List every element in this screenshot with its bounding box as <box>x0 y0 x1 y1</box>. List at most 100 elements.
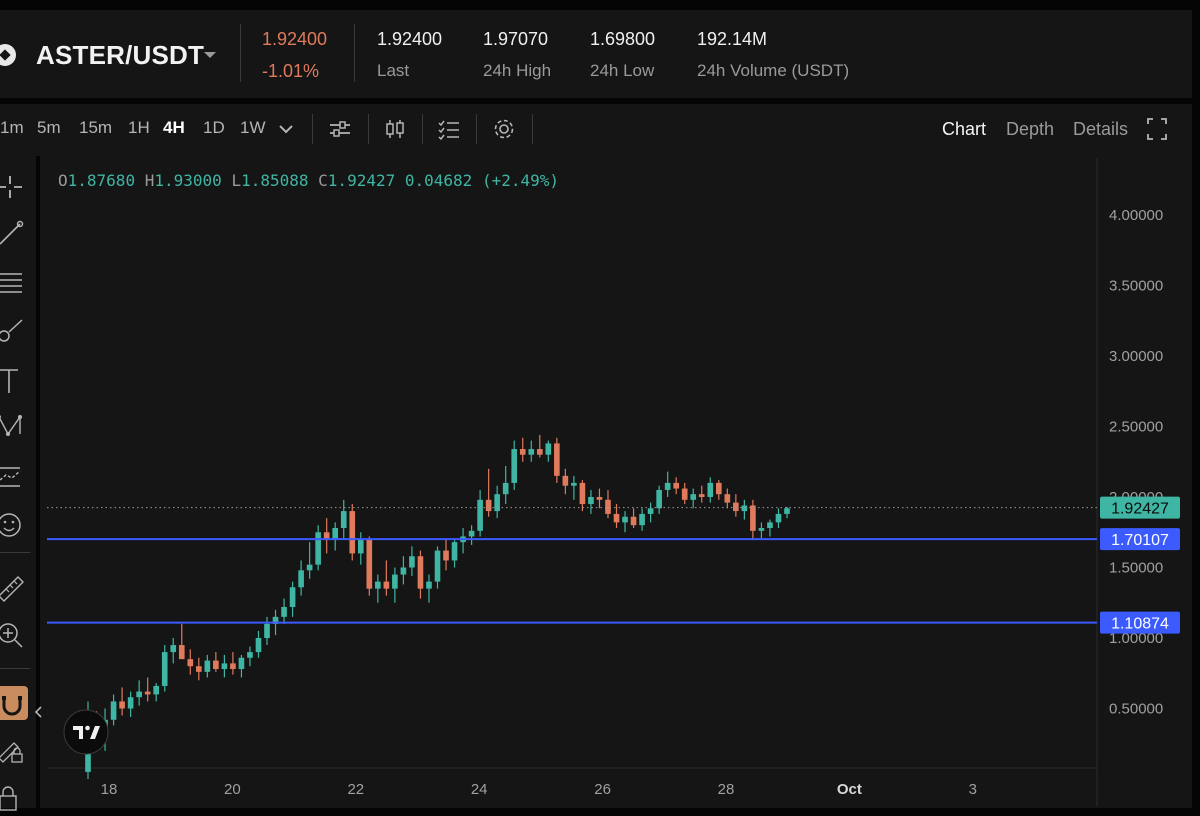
brush-icon[interactable] <box>0 316 26 346</box>
candle-body <box>468 530 475 537</box>
horizontal-line-tag-label: 1.10874 <box>1111 616 1169 633</box>
chart-panel[interactable] <box>40 156 1192 808</box>
candle-body <box>639 513 645 526</box>
timeframe-1d[interactable]: 1D <box>203 118 225 137</box>
candle-body <box>554 443 560 476</box>
candle-body <box>451 542 458 561</box>
timeframe-1h[interactable]: 1H <box>128 118 150 137</box>
ruler-icon[interactable] <box>0 572 26 602</box>
tab-chart[interactable]: Chart <box>942 119 987 139</box>
candle-body <box>332 528 339 540</box>
candle-body <box>477 499 483 531</box>
lock-icon[interactable] <box>0 786 26 816</box>
candle-body <box>144 691 151 695</box>
price-tick-label: 3.50000 <box>1109 278 1163 295</box>
toolbar-divider <box>476 114 477 144</box>
candle-body <box>502 482 509 495</box>
candle-body <box>161 652 168 686</box>
toolbar-divider <box>532 114 533 144</box>
ohlc-high: 1.93000 <box>154 171 222 190</box>
ohlc-low-label: L <box>231 171 242 190</box>
price-change: -1.01% <box>262 61 320 81</box>
ticker-header <box>0 10 1192 98</box>
candle-body <box>400 567 407 575</box>
fullscreen-icon[interactable] <box>1145 114 1169 144</box>
timeframe-5m[interactable]: 5m <box>37 118 61 137</box>
time-tick-label: Oct <box>837 781 862 798</box>
candle-body <box>417 556 424 589</box>
candle-body <box>315 532 321 565</box>
current-price-tag <box>1100 496 1180 519</box>
text-tool-icon[interactable] <box>0 366 26 396</box>
toolbar-divider <box>312 114 313 144</box>
ohlc-close: 1.92427 <box>327 171 396 190</box>
candle-body <box>281 606 287 617</box>
tradingview-logo-icon[interactable] <box>62 708 110 756</box>
fib-retracement-icon[interactable] <box>0 268 26 298</box>
ohlc-close-label: C <box>318 171 328 190</box>
templates-list-icon[interactable] <box>436 114 462 144</box>
candle-body <box>383 581 390 589</box>
chevron-down-icon[interactable] <box>276 114 296 144</box>
candle-body <box>741 505 748 512</box>
candle-body <box>528 449 535 455</box>
candle-body <box>178 645 185 660</box>
candle-body <box>579 482 586 505</box>
indicators-icon[interactable] <box>326 114 354 144</box>
candle-body <box>545 443 552 455</box>
prediction-tool-icon[interactable] <box>0 462 26 492</box>
candle-body <box>230 663 236 670</box>
candle-body <box>784 508 790 514</box>
candle-body <box>366 539 373 589</box>
smiley-icon[interactable] <box>0 510 26 540</box>
stat-last-label: Last <box>377 61 410 80</box>
collapse-arrow-icon[interactable] <box>32 700 46 724</box>
magnet-icon[interactable] <box>0 686 28 720</box>
candle-body <box>690 494 697 500</box>
timeframe-4h[interactable]: 4H <box>163 118 185 137</box>
tab-depth[interactable]: Depth <box>1006 119 1055 139</box>
ohlc-open-label: O <box>58 171 68 190</box>
header-divider <box>240 24 241 82</box>
tab-details[interactable]: Details <box>1073 119 1129 139</box>
candle-body <box>715 482 722 495</box>
candle-body <box>272 616 279 624</box>
candle-body <box>357 539 364 554</box>
ohlc-readout: O1.87680 H1.93000 L1.85088 C1.92427 0.04… <box>58 171 559 190</box>
candle-body <box>221 663 228 670</box>
pattern-tool-icon[interactable] <box>0 412 26 442</box>
candle-body <box>622 516 628 523</box>
crosshair-icon[interactable] <box>0 172 26 202</box>
stat-high-value: 1.97070 <box>483 29 549 49</box>
price-tick-label: 0.50000 <box>1109 701 1163 718</box>
toolbar-divider <box>0 668 30 669</box>
timeframe-1m[interactable]: 1m <box>0 118 24 137</box>
chart-toolbar <box>0 104 1192 156</box>
candle-body <box>571 482 577 486</box>
time-tick-label: 22 <box>347 781 364 798</box>
candle-body <box>392 574 398 589</box>
time-tick-label: 28 <box>718 781 735 798</box>
candle-body <box>656 489 662 509</box>
trendline-icon[interactable] <box>0 218 26 248</box>
ohlc-open: 1.87680 <box>67 171 136 190</box>
pair-selector[interactable]: ASTER/USDT <box>36 40 205 70</box>
time-tick-label: 26 <box>594 781 611 798</box>
timeframe-15m[interactable]: 15m <box>79 118 113 137</box>
timeframe-1w[interactable]: 1W <box>240 118 266 137</box>
zoom-in-icon[interactable] <box>0 620 26 650</box>
stat-volume-label: 24h Volume (USDT) <box>697 61 850 80</box>
candle-body <box>409 556 415 568</box>
candlestick-type-icon[interactable] <box>382 114 408 144</box>
candle-body <box>588 497 594 505</box>
price-tick-label: 1.50000 <box>1109 560 1163 577</box>
candle-body <box>238 657 245 670</box>
horizontal-line-tag <box>1100 528 1180 551</box>
gear-icon[interactable] <box>490 114 518 144</box>
current-price-tag-label: 1.92427 <box>1111 501 1169 518</box>
lock-drawing-icon[interactable] <box>0 734 26 764</box>
price-tick-label: 4.00000 <box>1109 207 1163 224</box>
candle-body <box>375 581 381 589</box>
caret-down-icon[interactable] <box>204 52 216 58</box>
